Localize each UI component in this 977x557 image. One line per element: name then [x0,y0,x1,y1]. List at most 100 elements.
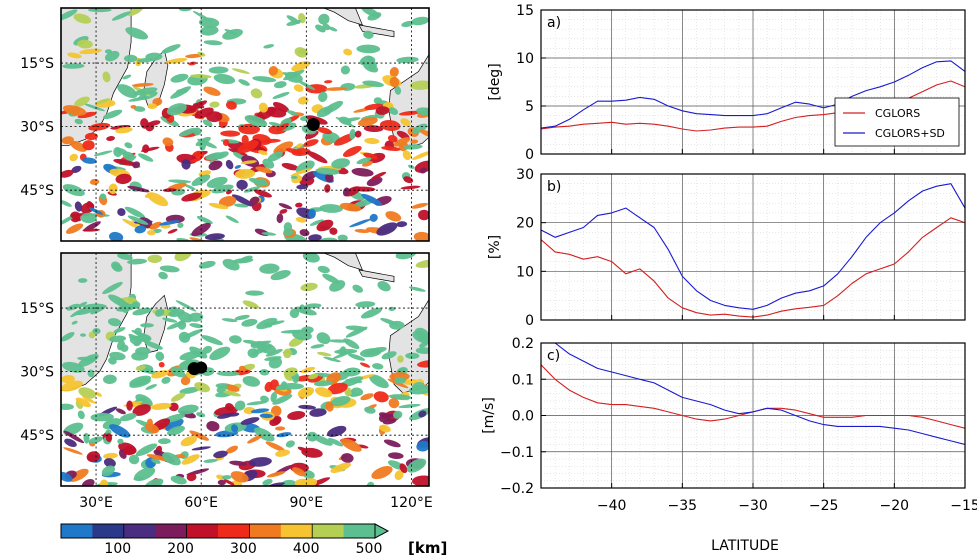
field-patch [82,140,95,151]
field-patch [329,227,338,235]
field-patch [86,451,101,463]
field-patch [189,346,208,359]
field-patch [206,421,220,432]
field-patch [250,88,263,99]
field-patch [61,169,74,178]
y-tick-label: 30 [516,167,534,183]
field-patch [88,331,96,339]
field-patch [379,424,391,433]
field-patch [305,303,322,309]
field-patch [357,117,378,127]
y-tick-label: 0.2 [512,336,534,352]
field-patch [106,136,115,141]
field-patch [63,430,85,444]
field-patch [89,178,100,185]
field-patch [322,131,340,143]
legend-entry: CGLORS+SD [875,127,945,140]
field-patch [283,348,292,359]
field-patch [162,317,178,323]
field-patch [388,107,399,115]
field-patch [61,403,74,411]
field-patch [93,150,113,157]
y-tick-label: −0.1 [500,445,534,461]
field-patch [188,100,208,111]
field-patch [175,300,197,312]
field-patch [180,436,197,447]
field-patch [276,213,284,224]
field-patch [248,457,272,467]
field-patch [192,10,213,22]
field-patch [61,380,83,392]
field-patch [272,101,290,113]
field-patch [347,353,366,361]
field-patch [301,447,323,458]
field-patch [310,344,325,349]
field-patch [168,179,192,184]
field-patch [122,446,137,456]
field-patch [393,410,403,419]
field-patch [411,381,425,389]
field-patch [242,376,261,387]
field-patch [418,209,429,221]
field-patch [147,103,158,110]
field-patch [372,363,384,370]
field-patch [209,101,220,108]
y-axis-label: [%] [487,235,503,259]
field-patch [75,397,91,408]
marker-dot [306,118,320,131]
field-patch [352,284,364,293]
field-patch [343,48,353,56]
field-patch [302,469,315,479]
field-patch [64,438,77,448]
field-patch [290,175,298,179]
field-patch [147,254,163,264]
field-patch [122,218,141,230]
field-patch [134,327,142,336]
field-patch [62,184,85,197]
field-patch [131,351,149,361]
legend: CGLORS CGLORS+SD [834,97,960,147]
field-patch [364,406,376,414]
field-patch [340,438,362,452]
marker-dot [195,361,208,374]
field-patch [270,270,291,281]
field-patch [375,106,390,115]
field-patch [155,351,165,361]
field-patch [221,318,238,323]
field-patch [77,356,97,362]
field-patch [289,308,300,319]
field-patch [135,443,158,457]
field-patch [279,209,288,214]
java-landmass [358,269,395,283]
field-patch [70,214,81,222]
field-patch [117,253,133,260]
field-patch [82,157,97,164]
field-patch [396,56,419,64]
field-patch [167,425,185,436]
field-patch [286,19,302,26]
field-patch [381,351,397,360]
field-patch [99,193,107,200]
field-patch [334,348,358,355]
y-tick-label: −0.2 [500,481,534,497]
field-patch [195,136,211,147]
panel-label: c) [547,348,560,364]
field-patch [131,82,154,87]
field-patch [165,418,184,432]
field-patch [411,16,429,26]
field-patch [78,387,97,399]
field-patch [127,185,150,193]
field-patch [178,127,197,137]
field-patch [268,122,281,127]
field-patch [161,376,171,384]
field-patch [344,387,353,397]
field-patch [413,231,429,241]
field-patch [419,129,429,138]
field-patch [132,307,152,316]
field-patch [69,153,78,162]
field-patch [145,52,163,61]
field-patch [259,369,270,376]
field-patch [225,159,234,170]
field-patch [240,160,257,165]
field-patch [108,294,128,308]
